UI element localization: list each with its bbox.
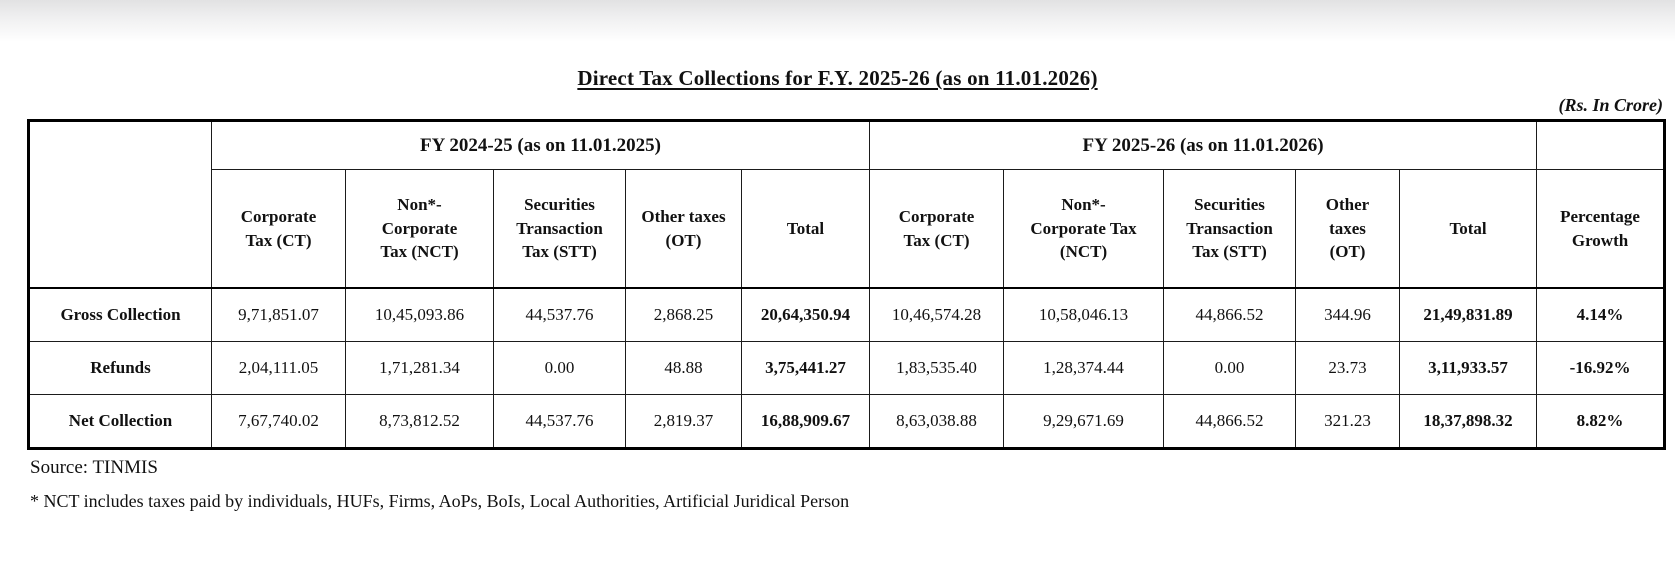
- colhead-fy2526-other-taxes: Other taxes (OT): [1295, 169, 1401, 289]
- row-label: Gross Collection: [28, 287, 212, 342]
- data-cell: 8,63,038.88: [869, 394, 1005, 449]
- table-row-net-collection: Net Collection 7,67,740.02 8,73,812.52 4…: [28, 394, 1666, 449]
- colhead-fy2425-total: Total: [740, 169, 871, 289]
- data-cell: 2,819.37: [625, 394, 742, 449]
- data-cell-growth: -16.92%: [1536, 341, 1666, 395]
- data-cell-total: 3,75,441.27: [740, 341, 871, 395]
- data-cell: 44,866.52: [1163, 287, 1297, 342]
- page-title: Direct Tax Collections for F.Y. 2025-26 …: [577, 66, 1098, 90]
- data-cell: 44,537.76: [493, 287, 626, 342]
- colhead-percentage-growth: Percentage Growth: [1536, 169, 1666, 289]
- unit-note: (Rs. In Crore): [1558, 95, 1663, 115]
- row-label: Net Collection: [28, 394, 212, 449]
- data-cell: 0.00: [493, 341, 626, 395]
- group-header-fy2024-25: FY 2024-25 (as on 11.01.2025): [210, 120, 871, 170]
- colhead-fy2526-stt: Securities Transaction Tax (STT): [1163, 169, 1297, 289]
- nct-footnote: * NCT includes taxes paid by individuals…: [30, 491, 850, 511]
- data-cell-growth: 8.82%: [1536, 394, 1666, 449]
- table-row-gross-collection: Gross Collection 9,71,851.07 10,45,093.8…: [28, 287, 1666, 342]
- tax-collections-table: FY 2024-25 (as on 11.01.2025) FY 2025-26…: [27, 119, 1667, 450]
- page-top-shading: [0, 0, 1675, 42]
- data-cell-total: 18,37,898.32: [1399, 394, 1538, 449]
- data-cell: 1,71,281.34: [345, 341, 494, 395]
- colhead-fy2425-stt: Securities Transaction Tax (STT): [493, 169, 626, 289]
- data-cell: 23.73: [1295, 341, 1401, 395]
- data-cell: 9,71,851.07: [211, 287, 346, 342]
- data-cell: 344.96: [1295, 287, 1401, 342]
- data-cell: 7,67,740.02: [211, 394, 346, 449]
- data-cell-total: 21,49,831.89: [1399, 287, 1538, 342]
- colhead-fy2526-non-corporate-tax: Non*- Corporate Tax (NCT): [1003, 169, 1165, 289]
- data-cell: 321.23: [1295, 394, 1401, 449]
- colhead-fy2526-corporate-tax: Corporate Tax (CT): [869, 169, 1005, 289]
- growth-group-empty-cell: [1536, 120, 1666, 170]
- data-cell-growth: 4.14%: [1536, 287, 1666, 342]
- source-note: Source: TINMIS: [30, 457, 158, 478]
- colhead-fy2425-corporate-tax: Corporate Tax (CT): [211, 169, 346, 289]
- group-header-row: FY 2024-25 (as on 11.01.2025) FY 2025-26…: [28, 120, 1666, 289]
- data-cell: 10,46,574.28: [869, 287, 1005, 342]
- colhead-fy2425-non-corporate-tax: Non*- Corporate Tax (NCT): [345, 169, 494, 289]
- data-cell: 2,868.25: [625, 287, 742, 342]
- colhead-fy2526-total: Total: [1399, 169, 1538, 289]
- data-cell: 8,73,812.52: [345, 394, 494, 449]
- data-cell: 9,29,671.69: [1003, 394, 1165, 449]
- data-cell: 1,83,535.40: [869, 341, 1005, 395]
- stub-cell: [28, 120, 212, 289]
- data-cell-total: 3,11,933.57: [1399, 341, 1538, 395]
- data-cell: 1,28,374.44: [1003, 341, 1165, 395]
- data-cell: 44,537.76: [493, 394, 626, 449]
- data-cell: 0.00: [1163, 341, 1297, 395]
- colhead-fy2425-other-taxes: Other taxes (OT): [625, 169, 742, 289]
- title-row: Direct Tax Collections for F.Y. 2025-26 …: [0, 66, 1675, 91]
- data-cell-total: 20,64,350.94: [740, 287, 871, 342]
- data-cell-total: 16,88,909.67: [740, 394, 871, 449]
- column-header-row: Corporate Tax (CT) Non*- Corporate Tax (…: [29, 169, 1666, 289]
- data-cell: 44,866.52: [1163, 394, 1297, 449]
- data-cell: 2,04,111.05: [211, 341, 346, 395]
- data-cell: 10,45,093.86: [345, 287, 494, 342]
- row-label: Refunds: [28, 341, 212, 395]
- data-cell: 48.88: [625, 341, 742, 395]
- group-header-fy2025-26: FY 2025-26 (as on 11.01.2026): [869, 120, 1538, 170]
- table-row-refunds: Refunds 2,04,111.05 1,71,281.34 0.00 48.…: [28, 341, 1666, 395]
- data-cell: 10,58,046.13: [1003, 287, 1165, 342]
